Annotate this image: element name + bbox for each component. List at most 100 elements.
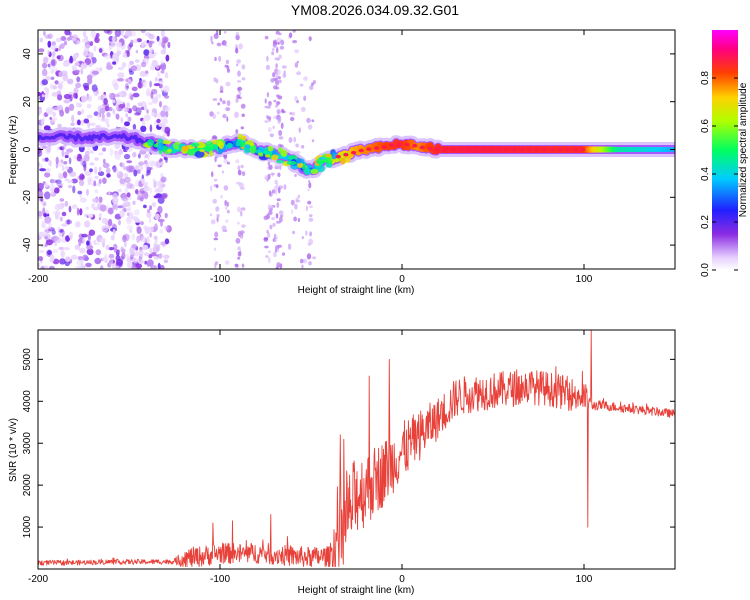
noise-speck (126, 192, 131, 198)
noise-speck (103, 98, 108, 105)
colorbar: 0.0 0.2 0.4 0.6 0.8 Normalized spectral ampl… (700, 30, 749, 277)
stripe-speck (224, 64, 229, 68)
ridge-peak (435, 147, 441, 152)
y-tick-label: 1000 (22, 516, 33, 539)
stripe-speck (266, 232, 271, 239)
noise-speck (76, 259, 83, 266)
stripe-speck (308, 217, 314, 222)
y-tick-label: 5000 (22, 348, 33, 371)
noise-speck (99, 265, 104, 269)
noise-speck (75, 220, 81, 225)
noise-speck (162, 133, 168, 137)
noise-speck (80, 174, 85, 180)
noise-speck (51, 45, 57, 51)
stripe-speck (267, 250, 271, 254)
noise-speck (140, 61, 147, 68)
noise-speck (112, 109, 116, 115)
noise-speck (71, 37, 77, 42)
stripe-speck (277, 244, 283, 248)
stripe-speck (303, 95, 307, 102)
noise-speck (60, 250, 65, 258)
noise-speck (81, 62, 84, 71)
stripe-speck (215, 184, 219, 189)
stripe-speck (287, 243, 292, 250)
stripe-speck (214, 156, 217, 163)
stripe-speck (277, 76, 281, 80)
stripe-speck (308, 182, 312, 189)
noise-speck (160, 176, 167, 183)
noise-speck (79, 247, 86, 254)
noise-speck (133, 38, 138, 44)
noise-speck (130, 39, 134, 45)
ridge-peak (557, 147, 563, 152)
stripe-speck (307, 200, 312, 205)
noise-speck (83, 155, 90, 162)
noise-speck (62, 61, 70, 67)
stripe-speck (237, 206, 242, 213)
noise-speck (116, 41, 122, 48)
stripe-speck (263, 215, 269, 221)
noise-speck (61, 149, 65, 157)
noise-speck (133, 250, 139, 257)
noise-speck (126, 261, 133, 269)
noise-speck (160, 173, 164, 178)
stripe-speck (311, 82, 314, 86)
noise-speck (85, 206, 90, 211)
stripe-speck (288, 137, 293, 143)
stripe-speck (296, 60, 299, 64)
noise-speck (129, 70, 134, 75)
noise-speck (108, 190, 111, 196)
stripe-speck (281, 252, 286, 256)
noise-speck (164, 225, 169, 231)
noise-speck (143, 181, 148, 187)
noise-speck (145, 173, 149, 177)
noise-speck (76, 207, 80, 216)
noise-speck (143, 104, 148, 111)
stripe-speck (309, 205, 313, 208)
noise-speck (116, 171, 120, 176)
noise-speck (71, 66, 77, 71)
noise-speck (89, 162, 95, 166)
stripe-speck (272, 72, 275, 78)
noise-speck (109, 258, 114, 266)
noise-speck (146, 87, 151, 94)
stripe-speck (294, 173, 297, 178)
noise-speck (53, 187, 60, 194)
noise-speck (162, 85, 170, 93)
stripe-speck (221, 40, 227, 46)
stripe-speck (241, 263, 245, 268)
noise-speck (149, 187, 152, 194)
noise-speck (157, 205, 163, 214)
noise-speck (67, 78, 74, 85)
ridge-blob (167, 148, 172, 153)
ridge-peak (343, 152, 349, 157)
noise-speck (44, 167, 52, 173)
stripe-speck (274, 238, 278, 243)
noise-speck (134, 112, 141, 116)
noise-speck (163, 259, 168, 264)
stripe-speck (295, 197, 299, 203)
x-tick-label: -200 (28, 274, 48, 285)
noise-speck (51, 41, 56, 46)
stripe-speck (210, 219, 216, 225)
noise-speck (136, 235, 141, 243)
noise-speck (149, 80, 152, 88)
noise-speck (49, 183, 56, 192)
ridge-peak (389, 143, 395, 147)
noise-speck (142, 73, 149, 77)
noise-speck (94, 175, 99, 180)
noise-speck (59, 80, 65, 85)
stripe-speck (217, 102, 221, 106)
noise-speck (132, 92, 140, 98)
noise-speck (133, 209, 140, 216)
snr-panel: -200 -100 0 100 1000 2000 3000 4000 5000 Height… (8, 329, 676, 596)
ridge-peak (458, 147, 464, 152)
colorbar-scale (712, 30, 738, 270)
noise-speck (70, 122, 75, 126)
stripe-speck (239, 233, 244, 239)
noise-speck (152, 96, 159, 104)
noise-speck (112, 165, 117, 173)
noise-speck (106, 173, 111, 178)
ridge-blob (304, 167, 310, 175)
stripe-speck (240, 210, 243, 217)
